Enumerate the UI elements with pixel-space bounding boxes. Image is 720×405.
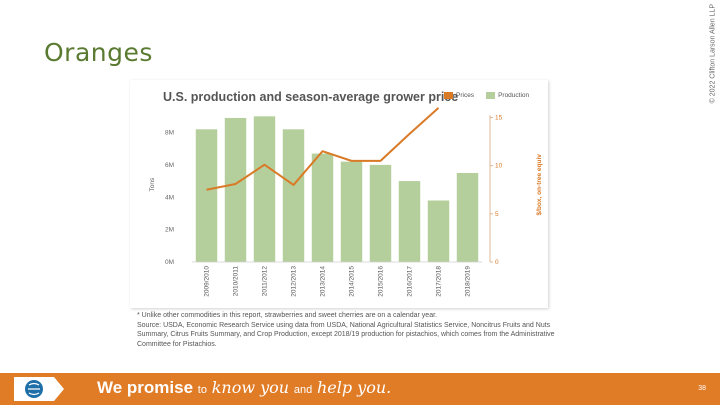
promise-help: help you. [316, 378, 392, 397]
bar-production [369, 164, 392, 262]
bar-production [282, 129, 305, 262]
y-tick-left: 6M [165, 162, 174, 169]
chart-legend: Prices Production [444, 92, 529, 99]
bar-production [456, 172, 479, 262]
promise-know: know you [211, 378, 290, 397]
legend-swatch-production [486, 92, 496, 99]
page-number: 38 [698, 385, 706, 392]
chart-panel: U.S. production and season-average growe… [130, 80, 548, 308]
bar-production [427, 200, 450, 262]
bar-production [340, 161, 363, 262]
x-tick-label: 2012/2013 [291, 266, 298, 297]
x-tick-label: 2017/2018 [436, 266, 443, 297]
y-tick-right: 5 [495, 211, 499, 218]
legend-item-prices: Prices [444, 92, 474, 99]
line-prices [206, 107, 440, 191]
x-tick-label: 2018/2019 [465, 266, 472, 297]
y-tick-right: 0 [495, 259, 499, 266]
x-tick-label: 2010/2011 [233, 266, 240, 297]
chart-plot: 0M 2M 4M 6M 8M 0 5 10 15 Tons $/box, on-tree equiv… [149, 107, 543, 297]
bar-production [398, 181, 421, 262]
footer-bar: We promise to know you and help you. 38 [0, 373, 720, 405]
x-tick-label: 2011/2012 [262, 266, 269, 297]
y-axis-label-left: Tons [149, 177, 156, 191]
bar-production [253, 116, 276, 262]
y-tick-left: 4M [165, 194, 174, 201]
x-tick-label: 2009/2010 [204, 266, 211, 297]
y-tick-right: 10 [495, 163, 503, 170]
y-tick-left: 8M [165, 130, 174, 137]
y-tick-left: 0M [165, 259, 174, 266]
chart-title: U.S. production and season-average growe… [163, 90, 459, 104]
y-axis-label-right: $/box, on-tree equiv [536, 154, 543, 216]
promise-strong: We promise [97, 378, 194, 397]
legend-label-prices: Prices [456, 92, 475, 99]
y-tick-right: 15 [495, 115, 503, 122]
copyright-notice: © 2022 Clifton Larson Allen LLP [709, 4, 716, 104]
promise-and: and [293, 384, 313, 396]
legend-item-production: Production [486, 92, 529, 99]
bar-production [224, 117, 247, 262]
bar-production [311, 153, 334, 262]
promise-tagline: We promise to know you and help you. [97, 378, 391, 398]
footnote-source: Source: USDA, Economic Research Service … [137, 321, 555, 348]
firm-logo-icon [14, 377, 64, 401]
promise-to: to [197, 384, 207, 396]
x-tick-label: 2015/2016 [378, 266, 385, 297]
legend-swatch-prices [444, 92, 453, 99]
x-tick-label: 2016/2017 [407, 266, 414, 297]
footnote-line-1: * Unlike other commodities in this repor… [137, 312, 437, 319]
x-tick-label: 2014/2015 [349, 266, 356, 297]
bar-production [195, 129, 218, 262]
slide-title: Oranges [44, 38, 153, 67]
y-tick-left: 2M [165, 227, 174, 234]
chart-footnote: * Unlike other commodities in this repor… [137, 311, 562, 349]
x-tick-label: 2013/2014 [320, 266, 327, 297]
legend-label-production: Production [498, 92, 530, 99]
